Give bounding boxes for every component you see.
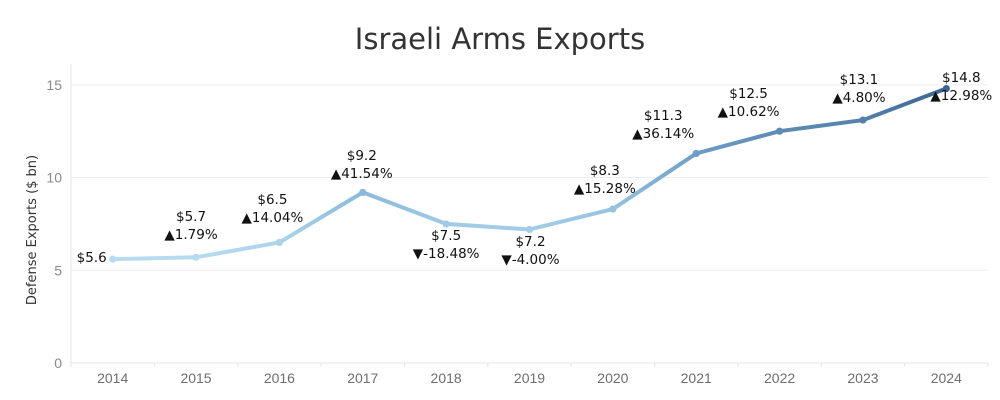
value-label: $13.1: [840, 72, 879, 88]
line-segment: [444, 221, 532, 232]
value-label: $5.6: [77, 250, 107, 266]
value-label: $7.5: [431, 228, 461, 244]
change-label: ▼-4.00%: [501, 252, 559, 268]
x-tick-label: 2016: [264, 370, 295, 386]
x-tick-label: 2023: [847, 370, 878, 386]
gridlines: [71, 84, 988, 271]
data-point[interactable]: [525, 225, 534, 234]
x-tick-label: 2017: [347, 370, 378, 386]
y-tick-label: 0: [54, 355, 62, 371]
line-segment: [527, 207, 615, 232]
value-label: $6.5: [257, 192, 287, 208]
x-tick-label: 2022: [764, 370, 795, 386]
data-point[interactable]: [775, 127, 784, 135]
chart-title: Israeli Arms Exports: [355, 22, 645, 56]
series-line: [110, 86, 949, 262]
x-tick-label: 2014: [97, 370, 128, 386]
line-segment: [360, 190, 449, 226]
data-points: [109, 84, 950, 263]
change-label: ▲12.98%: [930, 88, 992, 104]
x-tick-label: 2018: [431, 370, 462, 386]
change-label: ▲36.14%: [632, 126, 694, 142]
data-point[interactable]: [442, 220, 450, 228]
line-segment: [694, 129, 782, 156]
value-label: $7.2: [515, 234, 545, 250]
change-label: ▲15.28%: [574, 181, 636, 197]
change-label: ▼-18.48%: [413, 246, 480, 262]
change-label: ▲10.62%: [718, 104, 780, 120]
data-point[interactable]: [609, 205, 617, 213]
line-segment: [194, 240, 282, 260]
value-label: $12.5: [729, 86, 768, 102]
change-label: ▲4.80%: [832, 90, 885, 106]
line-segment: [860, 86, 949, 123]
data-point[interactable]: [942, 84, 950, 93]
axes: 0 5 10 15 2014 2015 2016 2017 2018 2019 2020 2021 20…: [46, 64, 989, 386]
value-label: $11.3: [644, 108, 683, 124]
change-label: ▲1.79%: [164, 227, 217, 243]
line-segment: [277, 190, 365, 245]
x-tick-label: 2024: [931, 370, 962, 386]
x-tick-label: 2015: [180, 370, 211, 386]
change-label: ▲41.54%: [331, 166, 393, 182]
x-tick-label: 2019: [514, 370, 545, 386]
data-point[interactable]: [192, 253, 200, 261]
data-point[interactable]: [109, 255, 117, 263]
value-label: $8.3: [590, 163, 620, 179]
y-axis-label: Defense Exports ($ bn): [25, 155, 40, 305]
value-label: $14.8: [942, 70, 981, 86]
value-label: $9.2: [347, 148, 377, 164]
change-label: ▲14.04%: [241, 210, 303, 226]
y-tick-label: 5: [54, 262, 62, 278]
data-labels: $5.6 $5.7 ▲1.79% $6.5 ▲14.04% $9.2 ▲41.54% $7.5…: [77, 70, 993, 268]
y-tick-label: 10: [46, 170, 62, 186]
y-tick-label: 15: [46, 77, 62, 93]
data-point[interactable]: [275, 238, 284, 247]
value-label: $5.7: [176, 209, 206, 225]
data-point[interactable]: [692, 149, 700, 158]
line-segment: [610, 151, 699, 212]
data-point[interactable]: [359, 188, 367, 196]
line-segment: [777, 118, 865, 134]
line-segment: [110, 255, 199, 262]
x-tick-label: 2020: [597, 370, 628, 386]
data-point[interactable]: [859, 116, 867, 124]
x-tick-label: 2021: [681, 370, 712, 386]
